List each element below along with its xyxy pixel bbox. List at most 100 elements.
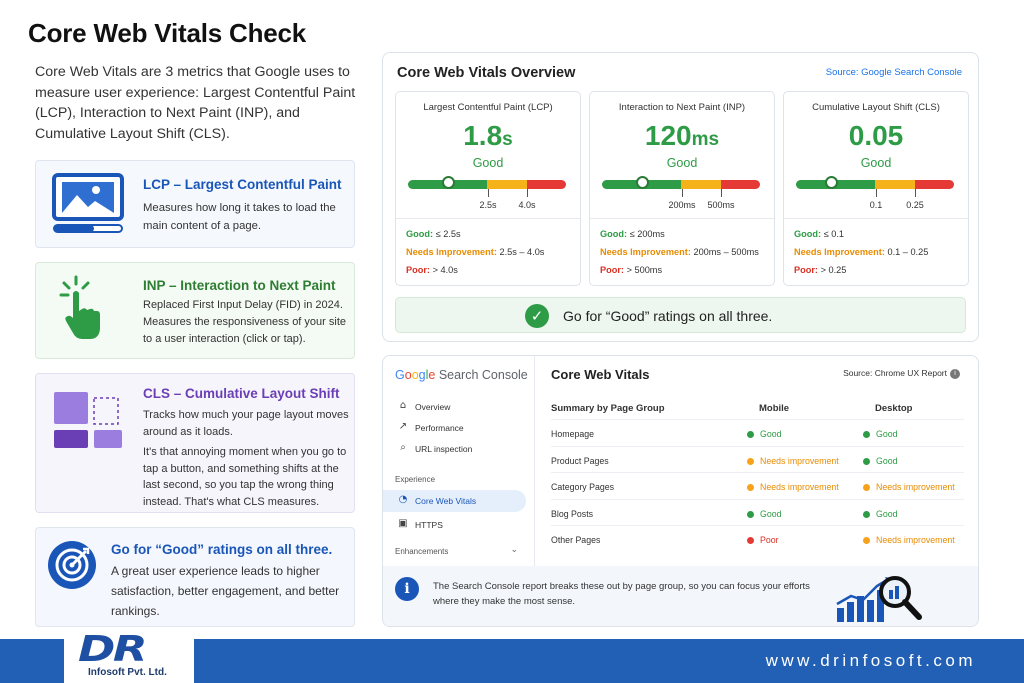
- metric-tick: [721, 189, 722, 197]
- cls-card: CLS – Cumulative Layout Shift Tracks how…: [35, 373, 355, 513]
- cls-description: Tracks how much your page layout moves a…: [143, 409, 349, 438]
- banner-text: Go for “Good” ratings on all three.: [563, 308, 773, 324]
- metric-scale-bar: [796, 180, 954, 189]
- metric-name: Cumulative Layout Shift (CLS): [812, 102, 940, 113]
- cls-heading: CLS – Cumulative Layout Shift: [143, 386, 340, 401]
- google-logo-text: Google: [395, 368, 436, 382]
- metric-tick-label: 0.1: [869, 200, 883, 210]
- lcp-card: LCP – Largest Contentful Paint Measures …: [35, 160, 355, 248]
- tap-hand-icon: [58, 273, 108, 348]
- metric-card-lcp: Largest Contentful Paint (LCP) 1.8s Good…: [395, 91, 581, 286]
- home-icon: ⌂: [399, 400, 407, 411]
- metric-scale-bar: [408, 180, 566, 189]
- lcp-heading: LCP – Largest Contentful Paint: [143, 177, 342, 192]
- metric-tick: [527, 189, 528, 197]
- metric-rating: Good: [666, 156, 698, 170]
- analytics-magnifier-icon: [833, 570, 933, 626]
- metric-marker: [824, 176, 838, 189]
- good-ratings-banner: ✓ Go for “Good” ratings on all three.: [395, 297, 966, 333]
- metric-card-inp: Interaction to Next Paint (INP) 120ms Go…: [589, 91, 775, 286]
- search-console-logo-text: Search Console: [438, 368, 528, 382]
- metric-tick: [876, 189, 877, 197]
- table-header-row: Summary by Page Group Mobile Desktop: [551, 394, 964, 420]
- inp-description: Replaced First Input Delay (FID) in 2024…: [143, 299, 346, 345]
- search-console-panel: Google Search Console ⌂ Overview ↗ Perfo…: [382, 355, 979, 627]
- metric-value: 1.8s: [463, 120, 513, 151]
- search-icon: ⌕: [400, 442, 406, 453]
- metric-rating: Good: [860, 156, 892, 170]
- search-console-logo: Google Search Console: [395, 368, 528, 382]
- metric-tick-label: 4.0s: [518, 200, 536, 210]
- table-row[interactable]: Homepage Good Good: [551, 420, 964, 447]
- threshold-needs-improvement: Needs Improvement: 0.1 – 0.25: [794, 247, 929, 257]
- threshold-needs-improvement: Needs Improvement: 2.5s – 4.0s: [406, 247, 545, 257]
- threshold-good: Good: ≤ 0.1: [794, 229, 844, 239]
- table-row[interactable]: Category Pages Needs improvement Needs i…: [551, 473, 964, 500]
- lock-icon: ▣: [398, 518, 408, 529]
- info-note-text: The Search Console report breaks these o…: [433, 581, 810, 607]
- gauge-icon: ◔: [398, 494, 408, 505]
- overview-source-link[interactable]: Source: Google Search Console: [825, 67, 962, 78]
- info-icon[interactable]: i: [950, 368, 960, 379]
- metric-tick: [915, 189, 916, 197]
- page-group-table: Summary by Page Group Mobile Desktop Hom…: [551, 394, 964, 553]
- company-name: Infosoft Pvt. Ltd.: [88, 667, 167, 678]
- sidebar-item-url-inspection[interactable]: ⌕ URL inspection: [383, 438, 534, 460]
- metric-tick: [488, 189, 489, 197]
- sidebar-item-overview[interactable]: ⌂ Overview: [383, 396, 534, 418]
- metric-tick: [682, 189, 683, 197]
- metric-marker: [441, 176, 455, 189]
- table-row[interactable]: Other Pages Poor Needs improvement: [551, 535, 955, 546]
- content-title: Core Web Vitals: [551, 367, 650, 382]
- inp-heading: INP – Interaction to Next Paint: [143, 278, 336, 293]
- metric-value: 0.05: [848, 120, 904, 151]
- threshold-good: Good: ≤ 200ms: [600, 229, 665, 239]
- sidebar-item-https[interactable]: ▣ HTTPS: [398, 518, 443, 530]
- intro-text: Core Web Vitals are 3 metrics that Googl…: [35, 64, 356, 142]
- inp-card: INP – Interaction to Next Paint Replaced…: [35, 262, 355, 359]
- metric-marker: [635, 176, 649, 189]
- threshold-poor: Poor: > 0.25: [794, 265, 847, 275]
- image-loading-icon: [50, 173, 126, 240]
- sidebar-item-core-web-vitals[interactable]: ◔ Core Web Vitals: [383, 490, 526, 512]
- metric-tick-label: 500ms: [707, 200, 735, 210]
- target-icon: [47, 540, 97, 595]
- metric-tick-label: 0.25: [906, 200, 924, 210]
- good-ratings-heading: Go for “Good” ratings on all three.: [111, 542, 333, 557]
- metric-name: Largest Contentful Paint (LCP): [423, 102, 553, 113]
- section-enhancements[interactable]: Enhancements: [395, 547, 449, 556]
- metric-card-cls: Cumulative Layout Shift (CLS) 0.05 Good …: [783, 91, 969, 286]
- metric-value: 120ms: [644, 120, 720, 151]
- threshold-poor: Poor: > 4.0s: [406, 265, 458, 275]
- threshold-good: Good: ≤ 2.5s: [406, 229, 461, 239]
- threshold-poor: Poor: > 500ms: [600, 265, 663, 275]
- metric-name: Interaction to Next Paint (INP): [618, 102, 746, 113]
- metric-rating: Good: [472, 156, 504, 170]
- table-row[interactable]: Blog Posts Good Good: [551, 500, 964, 527]
- section-experience: Experience: [395, 475, 436, 484]
- website-url[interactable]: www.drinfosoft.com: [765, 651, 976, 670]
- company-logo-letters: DR: [78, 629, 147, 670]
- threshold-needs-improvement: Needs Improvement: 200ms – 500ms: [600, 247, 759, 257]
- info-note: i The Search Console report breaks these…: [383, 566, 978, 626]
- trend-icon: ↗: [398, 421, 408, 432]
- layout-shift-icon: [52, 390, 124, 457]
- metric-tick-label: 2.5s: [479, 200, 497, 210]
- console-sidebar: Google Search Console ⌂ Overview ↗ Perfo…: [383, 356, 535, 626]
- cls-explanation: It's that annoying moment when you go to…: [143, 446, 347, 508]
- content-source: Source: Chrome UX Report i: [843, 368, 960, 379]
- info-icon: i: [395, 577, 419, 601]
- good-ratings-card: Go for “Good” ratings on all three. A gr…: [35, 527, 355, 627]
- check-circle-icon: ✓: [525, 304, 549, 328]
- overview-title: Core Web Vitals Overview: [397, 65, 576, 81]
- lcp-description: Measures how long it takes to load the m…: [143, 202, 336, 232]
- cwv-overview-panel: Core Web Vitals Overview Source: Google …: [382, 52, 979, 342]
- metric-scale-bar: [602, 180, 760, 189]
- company-logo: DR Infosoft Pvt. Ltd.: [64, 627, 194, 683]
- chevron-down-icon[interactable]: ⌄: [510, 545, 518, 555]
- page-title: Core Web Vitals Check: [28, 18, 307, 48]
- sidebar-item-performance[interactable]: ↗ Performance: [398, 421, 464, 433]
- good-ratings-text: A great user experience leads to higher …: [111, 564, 340, 618]
- metric-tick-label: 200ms: [668, 200, 696, 210]
- table-row[interactable]: Product Pages Needs improvement Good: [551, 447, 964, 474]
